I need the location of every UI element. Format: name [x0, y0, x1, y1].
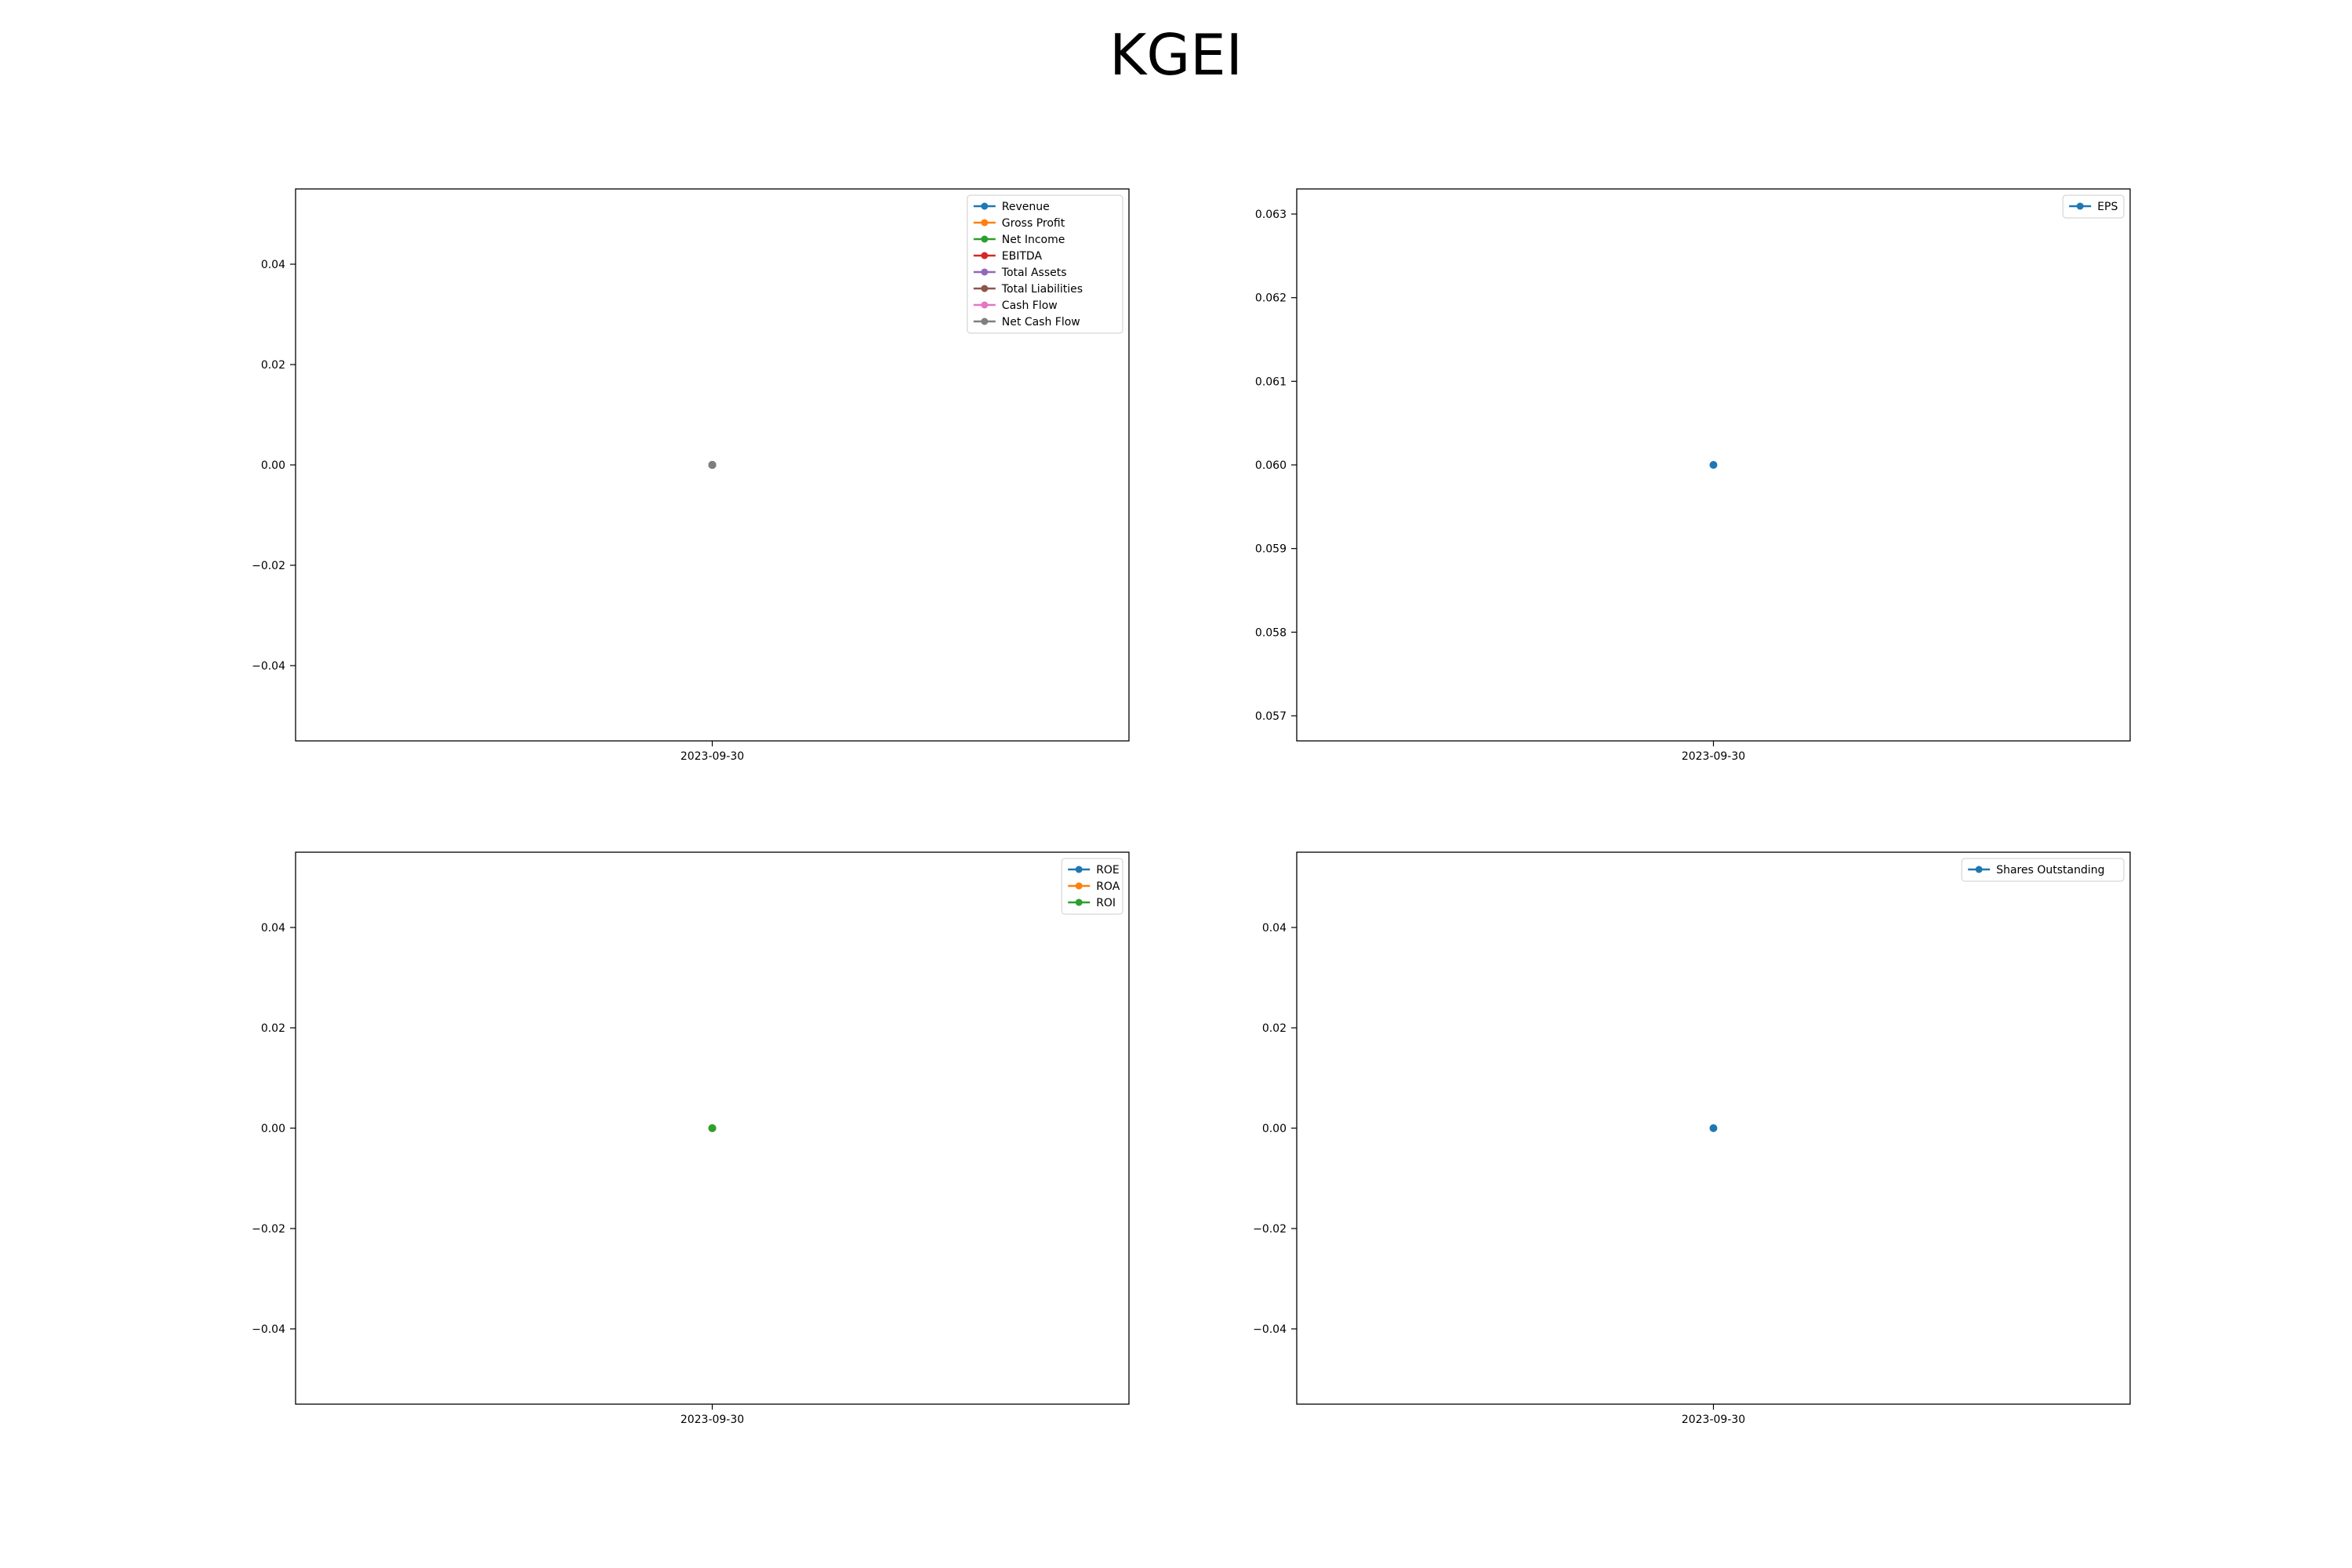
legend-swatch-marker	[981, 252, 989, 260]
y-tick-label: 0.00	[261, 1123, 285, 1135]
y-tick-label: −0.04	[252, 660, 285, 673]
y-tick-label: 0.02	[261, 1022, 285, 1035]
legend-entry: EPS	[2097, 201, 2118, 213]
legend-swatch-marker	[1075, 898, 1083, 906]
legend: Revenue Gross Profit Net Income EBITDA Total…	[967, 194, 1123, 334]
legend-entry: ROI	[1096, 897, 1116, 909]
legend-entry: EBITDA	[1002, 250, 1043, 263]
legend-box	[2062, 194, 2125, 219]
y-tick-label: 0.057	[1255, 710, 1287, 723]
y-tick-label: −0.04	[1253, 1323, 1287, 1336]
subplot-1: −0.04 −0.02 0.00 0.02 0.04 2023-09-30 Revenue G…	[252, 188, 1130, 763]
data-point	[1709, 461, 1718, 469]
legend-box	[1961, 858, 2125, 882]
legend-entry: ROE	[1096, 864, 1120, 877]
y-tick-label: 0.060	[1255, 459, 1287, 472]
subplot-3: −0.04−0.020.000.020.042023-09-30ROEROARO…	[252, 851, 1130, 1426]
series-net-cash-flow	[708, 461, 717, 469]
series-shares-outstanding	[1709, 1124, 1718, 1132]
legend-entry: Gross Profit	[1002, 217, 1065, 230]
legend-swatch-marker	[1075, 882, 1083, 890]
legend-entry: Shares Outstanding	[1996, 864, 2104, 877]
data-point	[708, 461, 717, 469]
legend-swatch-marker	[1075, 866, 1083, 873]
legend-swatch-marker	[1975, 866, 1983, 873]
legend-swatch-marker	[981, 202, 989, 210]
data-point	[708, 1124, 717, 1132]
subplot-2: 0.057 0.058 0.059 0.060 0.061 0.062 0.063 2023-…	[1255, 188, 2131, 763]
x-tick-label: 2023-09-30	[681, 750, 744, 763]
data-point	[1709, 1124, 1718, 1132]
y-tick-label: −0.02	[252, 560, 285, 572]
legend-swatch-marker	[981, 301, 989, 309]
y-tick-label: 0.059	[1255, 543, 1287, 556]
legend-swatch-marker	[981, 285, 989, 292]
legend-swatch-marker	[981, 235, 989, 243]
y-tick-label: 0.063	[1255, 209, 1287, 221]
x-tick-label: 2023-09-30	[1682, 1414, 1745, 1426]
y-tick-label: 0.061	[1255, 376, 1287, 388]
legend-swatch-marker	[2076, 202, 2084, 210]
legend: ROE ROA ROI	[1061, 858, 1123, 915]
legend-entry: Net Income	[1002, 234, 1065, 246]
y-tick-label: 0.00	[261, 459, 285, 472]
legend-entry: Cash Flow	[1002, 299, 1058, 312]
legend-entry: Total Liabilities	[1001, 283, 1083, 296]
y-tick-label: −0.04	[252, 1323, 285, 1336]
legend: EPS	[2062, 194, 2125, 219]
x-tick-label: 2023-09-30	[1682, 750, 1745, 763]
legend-box	[967, 194, 1123, 334]
y-tick-label: 0.02	[1262, 1022, 1287, 1035]
y-tick-label: 0.00	[1262, 1123, 1287, 1135]
legend-entry: Revenue	[1002, 201, 1050, 213]
y-tick-label: 0.058	[1255, 626, 1287, 639]
y-tick-label: 0.062	[1255, 292, 1287, 305]
y-tick-label: 0.04	[1262, 922, 1287, 935]
series-eps	[1709, 461, 1718, 469]
y-tick-label: −0.02	[1253, 1223, 1287, 1236]
y-tick-label: 0.04	[261, 259, 285, 271]
legend-entry: ROA	[1096, 880, 1120, 893]
y-tick-label: 0.02	[261, 359, 285, 372]
legend-entry: Total Assets	[1001, 267, 1067, 279]
figure-title: KGEI	[1109, 22, 1243, 88]
series-roi	[708, 1124, 717, 1132]
subplot-4: −0.04 −0.02 0.00 0.02 0.04 2023-09-30 Shares O…	[1253, 851, 2131, 1426]
legend-entry: Net Cash Flow	[1002, 316, 1080, 328]
y-tick-label: −0.02	[252, 1223, 285, 1236]
legend: Shares Outstanding	[1961, 858, 2125, 882]
legend-swatch-marker	[981, 219, 989, 227]
legend-swatch-marker	[981, 268, 989, 276]
legend-swatch-marker	[981, 318, 989, 325]
y-tick-label: 0.04	[261, 922, 285, 935]
x-tick-label: 2023-09-30	[681, 1414, 744, 1426]
